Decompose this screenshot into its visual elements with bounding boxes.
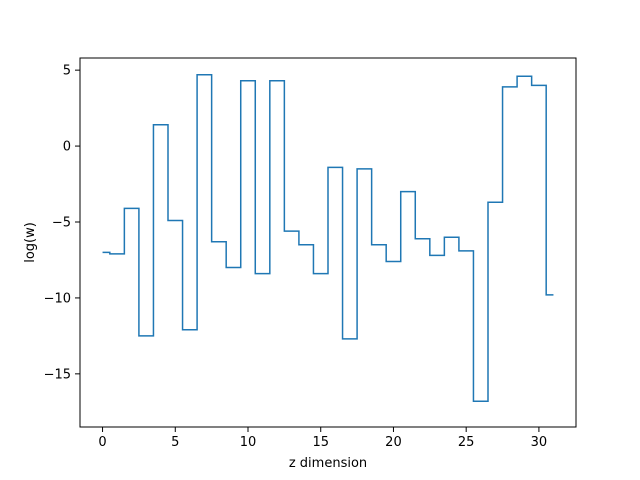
plot-area <box>79 57 577 428</box>
x-tick-label: 10 <box>240 435 257 450</box>
y-axis: 5 0 −5 −10 −15 <box>44 64 80 382</box>
axes-frame <box>79 57 577 428</box>
x-axis: 0 5 10 15 20 25 30 <box>98 427 547 450</box>
y-tick-label: −10 <box>44 291 71 306</box>
x-tick-label: 25 <box>458 435 475 450</box>
y-axis-label: log(w) <box>23 222 38 263</box>
series-layer <box>102 73 554 402</box>
x-axis-label: z dimension <box>289 456 367 471</box>
y-tick-label: −5 <box>52 216 71 231</box>
series-line <box>102 73 554 402</box>
y-tick-label: −15 <box>44 367 71 382</box>
x-tick-label: 5 <box>171 435 179 450</box>
y-tick-label: 0 <box>63 140 71 155</box>
x-tick-label: 0 <box>98 435 106 450</box>
x-tick-label: 30 <box>531 435 548 450</box>
y-tick-label: 5 <box>63 64 71 79</box>
x-tick-label: 20 <box>385 435 402 450</box>
x-tick-label: 15 <box>312 435 329 450</box>
